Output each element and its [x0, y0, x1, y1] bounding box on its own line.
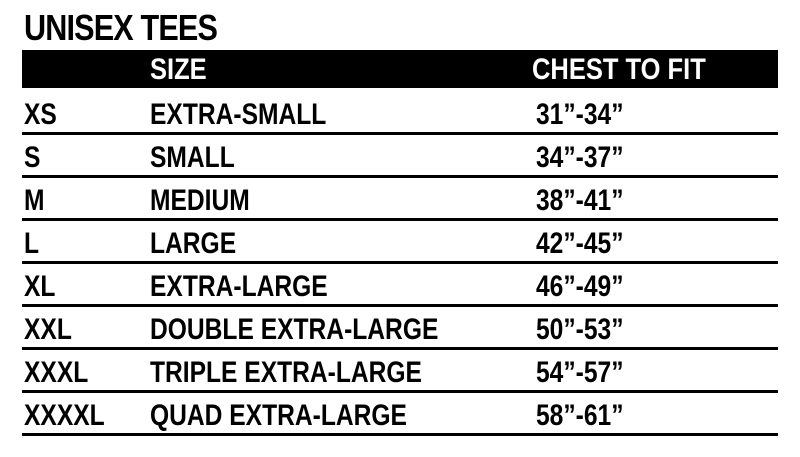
size-code: XL — [24, 270, 56, 303]
chest-range: 34”-37” — [536, 141, 624, 174]
table-header: SIZE CHEST TO FIT — [22, 50, 778, 88]
table-row: S SMALL 34”-37” — [22, 135, 778, 178]
chest-range: 38”-41” — [536, 184, 624, 217]
chest-range: 54”-57” — [536, 356, 624, 389]
size-name: QUAD EXTRA-LARGE — [150, 399, 407, 432]
size-name: EXTRA-SMALL — [150, 98, 327, 131]
size-code: XXL — [24, 313, 72, 346]
size-code: XS — [24, 98, 57, 131]
header-chest: CHEST TO FIT — [532, 53, 706, 86]
size-name: DOUBLE EXTRA-LARGE — [150, 313, 439, 346]
table-row: XXXXL QUAD EXTRA-LARGE 58”-61” — [22, 393, 778, 436]
size-code: M — [24, 184, 45, 217]
size-name: MEDIUM — [150, 184, 250, 217]
chest-range: 46”-49” — [536, 270, 624, 303]
size-code: XXXL — [24, 356, 89, 389]
size-code: L — [24, 227, 40, 260]
table-row: XL EXTRA-LARGE 46”-49” — [22, 264, 778, 307]
chest-range: 42”-45” — [536, 227, 624, 260]
chest-range: 31”-34” — [536, 98, 624, 131]
table-row: M MEDIUM 38”-41” — [22, 178, 778, 221]
size-table: XS EXTRA-SMALL 31”-34” S SMALL 34”-37” M MEDIUM… — [22, 92, 778, 436]
size-name: LARGE — [150, 227, 237, 260]
chest-range: 58”-61” — [536, 399, 624, 432]
table-row: XXXL TRIPLE EXTRA-LARGE 54”-57” — [22, 350, 778, 393]
table-row: XS EXTRA-SMALL 31”-34” — [22, 92, 778, 135]
header-size: SIZE — [150, 53, 207, 86]
size-name: SMALL — [150, 141, 235, 174]
size-code: XXXXL — [24, 399, 105, 432]
table-row: L LARGE 42”-45” — [22, 221, 778, 264]
chest-range: 50”-53” — [536, 313, 624, 346]
size-code: S — [24, 141, 41, 174]
size-name: EXTRA-LARGE — [150, 270, 328, 303]
page-title: UNISEX TEES — [24, 7, 218, 48]
size-name: TRIPLE EXTRA-LARGE — [150, 356, 422, 389]
table-row: XXL DOUBLE EXTRA-LARGE 50”-53” — [22, 307, 778, 350]
